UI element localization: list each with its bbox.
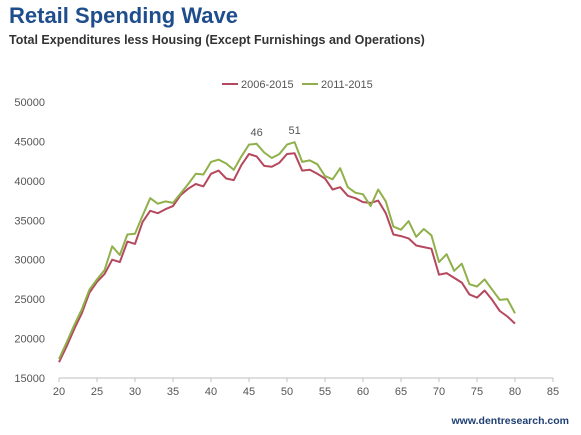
x-tick-label: 85 (547, 386, 559, 398)
x-tick-label: 40 (205, 386, 217, 398)
x-tick-label: 75 (471, 386, 483, 398)
x-tick-label: 60 (357, 386, 369, 398)
x-tick-label: 65 (395, 386, 407, 398)
series-line-2006-2015 (58, 152, 516, 363)
x-tick-label: 55 (319, 386, 331, 398)
legend-label: 2011-2015 (321, 79, 373, 91)
x-tick-label: 80 (509, 386, 521, 398)
x-tick-label: 45 (243, 386, 255, 398)
x-tick-label: 35 (167, 386, 179, 398)
peak-annotation: 51 (288, 125, 300, 137)
x-tick-label: 30 (129, 386, 141, 398)
source-url: www.dentresearch.com (451, 415, 569, 427)
x-tick-label: 50 (281, 386, 293, 398)
legend-label: 2006-2015 (241, 79, 294, 91)
y-tick-label: 50000 (14, 97, 45, 109)
peak-annotation: 46 (250, 127, 262, 139)
y-tick-label: 15000 (14, 373, 45, 385)
y-tick-label: 30000 (14, 255, 45, 267)
chart-title: Retail Spending Wave (9, 3, 239, 28)
x-tick-label: 70 (433, 386, 445, 398)
y-tick-label: 20000 (14, 334, 45, 346)
x-tick-label: 20 (53, 386, 65, 398)
series-line-2011-2015 (58, 141, 516, 360)
x-tick-label: 25 (91, 386, 103, 398)
y-tick-label: 35000 (14, 215, 45, 227)
chart-subtitle: Total Expenditures less Housing (Except … (9, 33, 425, 47)
y-tick-label: 40000 (14, 176, 45, 188)
y-tick-label: 25000 (14, 294, 45, 306)
y-tick-label: 45000 (14, 136, 45, 148)
